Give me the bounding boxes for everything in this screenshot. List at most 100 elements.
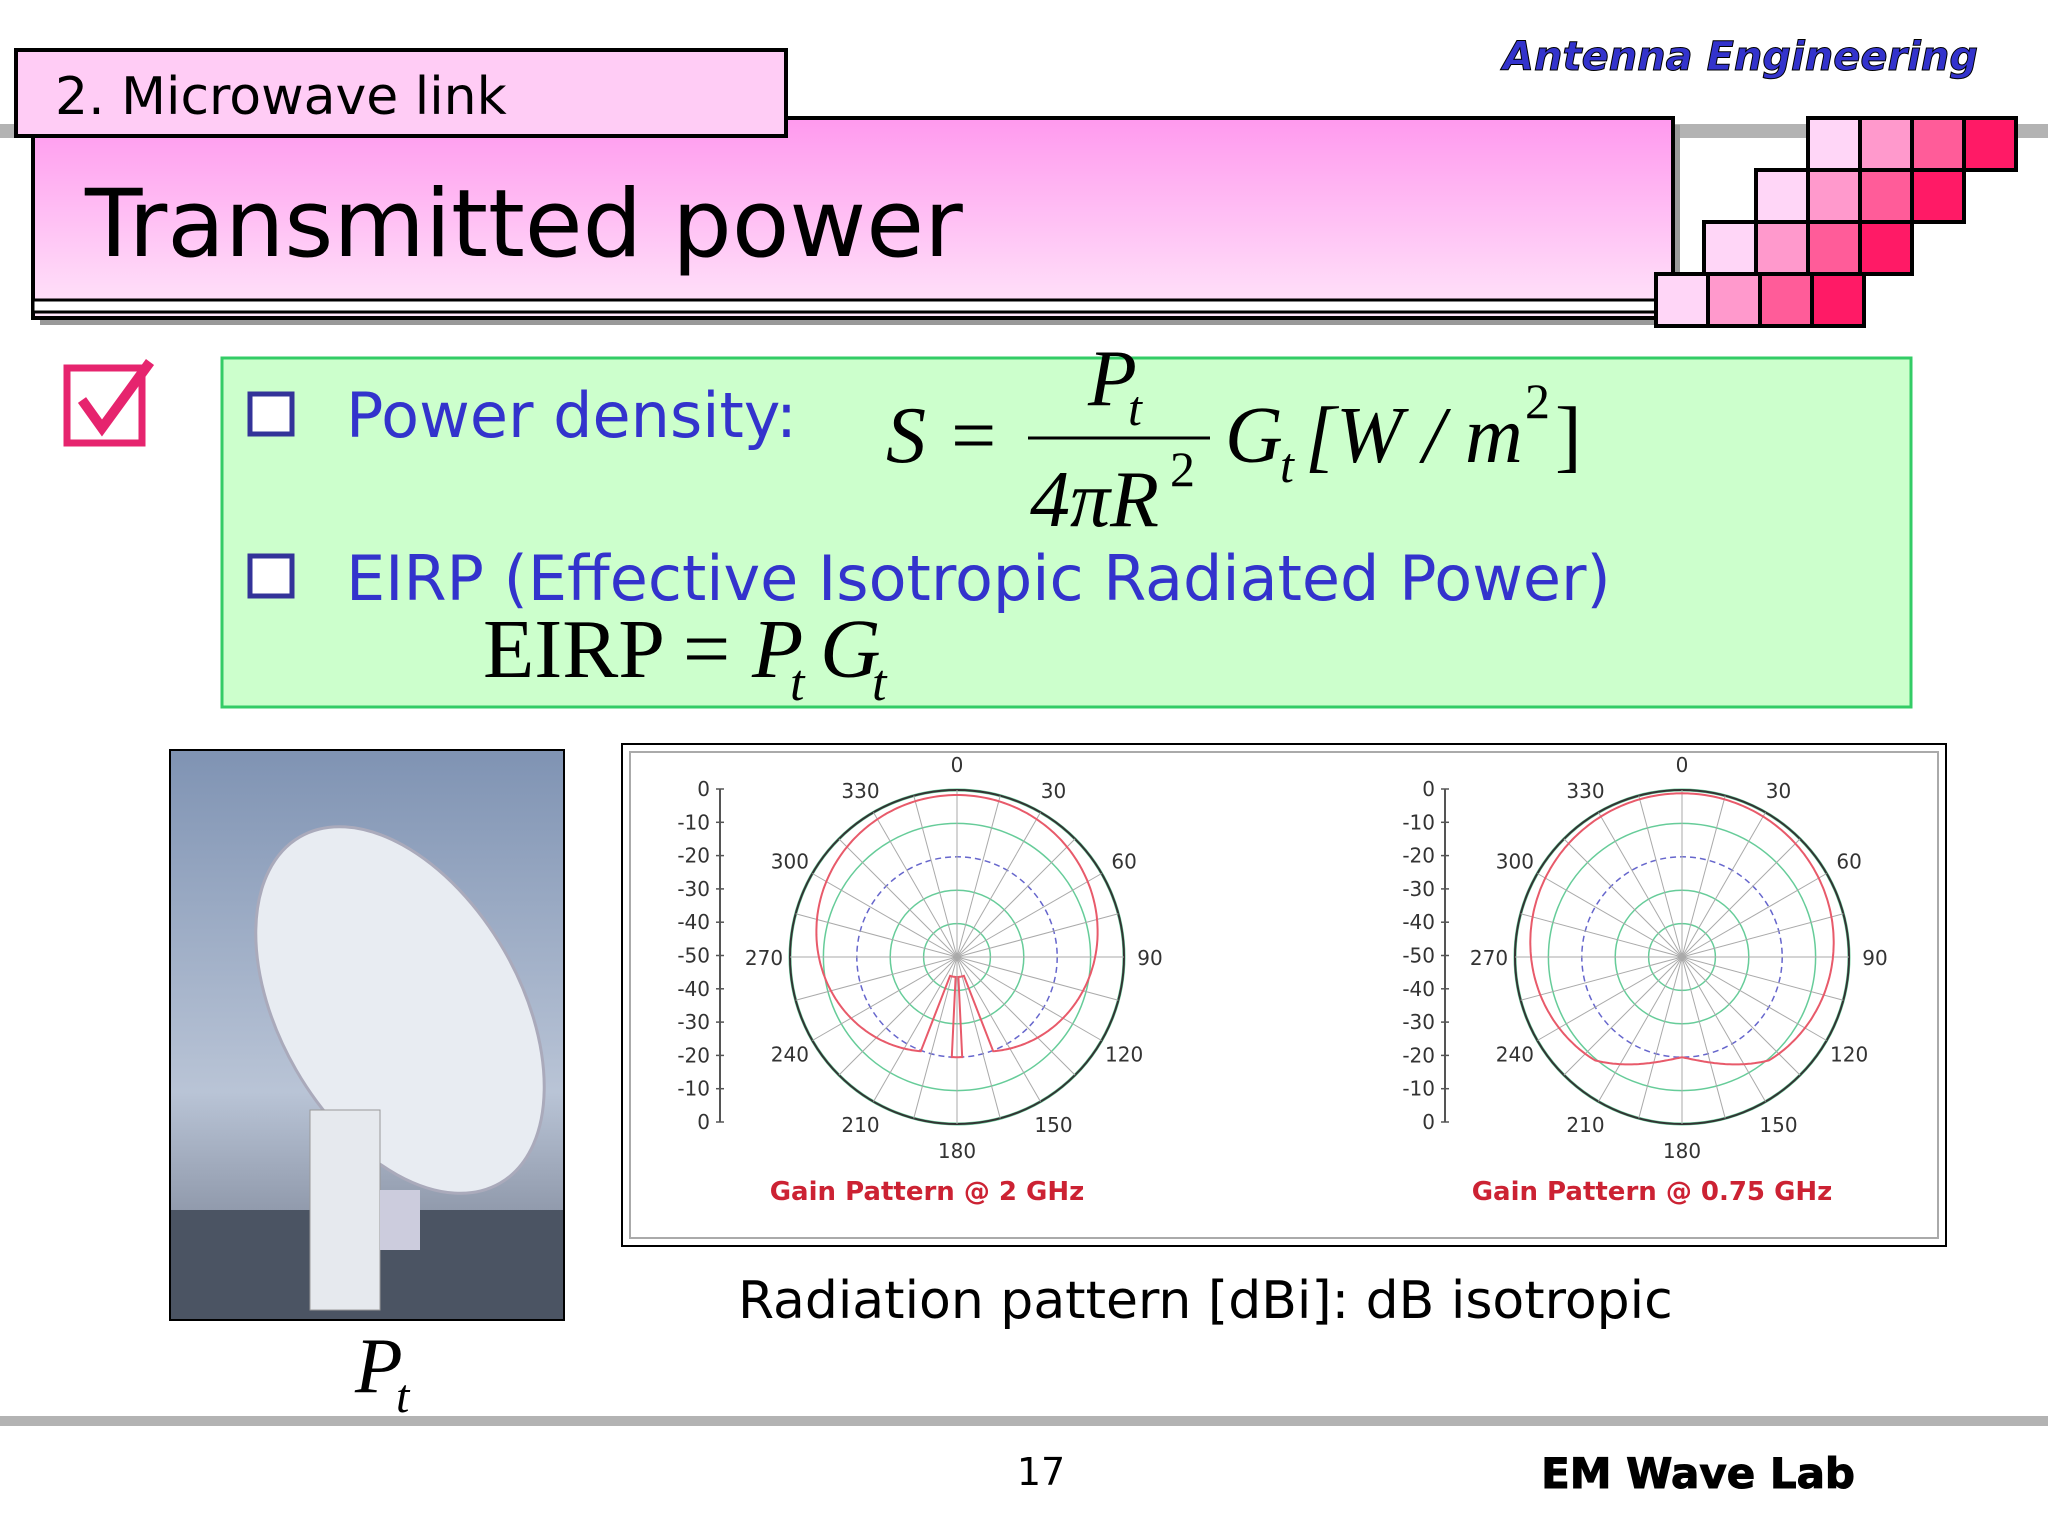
scale-label: -40 <box>1402 977 1435 1001</box>
polar-spoke <box>795 956 958 1001</box>
scale-label: 0 <box>697 1110 710 1134</box>
scale-label: -10 <box>677 810 710 834</box>
page-number: 17 <box>1017 1450 1065 1494</box>
polar-spoke <box>1681 913 1844 958</box>
slide-title: Transmitted power <box>84 170 963 279</box>
formula-part: 2 <box>1525 373 1550 429</box>
polar-spoke <box>1563 956 1683 1076</box>
formula-part: t <box>1280 437 1295 493</box>
scale-label: -20 <box>677 1043 710 1067</box>
pedestal <box>309 1109 381 1311</box>
angle-label: 330 <box>1566 779 1604 803</box>
brand: Antenna Engineering <box>1500 34 1978 80</box>
pattern-frame-inner <box>629 751 1939 1239</box>
scale-label: -10 <box>1402 810 1435 834</box>
pattern-note: Radiation pattern [dBi]: dB isotropic <box>738 1271 1673 1331</box>
polar-spoke <box>956 956 1119 1001</box>
polar-spoke <box>956 956 1041 1102</box>
square <box>1858 220 1914 276</box>
polar-spoke <box>1681 873 1827 958</box>
angle-label: 240 <box>771 1043 809 1067</box>
scale-label: -40 <box>1402 910 1435 934</box>
angle-label: 0 <box>1676 753 1689 777</box>
square <box>1754 168 1810 224</box>
polar-spoke <box>1598 812 1683 958</box>
pattern-caption: Gain Pattern @ 2 GHz <box>770 1177 1085 1207</box>
polar-spoke <box>873 956 958 1102</box>
section-tab <box>14 48 788 138</box>
angle-label: 270 <box>745 946 783 970</box>
scale-label: -30 <box>1402 1010 1435 1034</box>
polar-spoke <box>913 956 958 1119</box>
section-label: 2. Microwave link <box>55 67 507 127</box>
formula-part: t <box>790 655 806 712</box>
formula-part: S = <box>886 392 1000 480</box>
polar-spoke <box>956 838 1076 958</box>
polar-spoke <box>1681 838 1801 958</box>
polar-spoke <box>1537 873 1683 958</box>
polar-spoke <box>956 956 1102 1041</box>
scale-label: -10 <box>1402 1077 1435 1101</box>
formula-part: 2 <box>1170 441 1195 497</box>
scale-label: -50 <box>1402 944 1435 968</box>
square <box>1806 220 1862 276</box>
angle-label: 60 <box>1836 850 1861 874</box>
scale-label: -20 <box>677 844 710 868</box>
polar-spoke <box>812 873 958 958</box>
angle-label: 150 <box>1759 1113 1797 1137</box>
square <box>1962 116 2018 172</box>
square <box>1806 116 1862 172</box>
check-box <box>63 364 146 447</box>
scale-label: -20 <box>1402 844 1435 868</box>
formula-part: P <box>751 603 803 696</box>
polar-spoke <box>956 795 1001 958</box>
polar-spoke <box>1598 956 1683 1102</box>
polar-spoke <box>1638 795 1683 958</box>
polar-plot: 0 30 60 90 120 150 180 210 240 270 300 330 0 -10 -20 -3… <box>677 753 1162 1207</box>
polar-spoke <box>1520 913 1683 958</box>
polar-spoke <box>1681 956 1801 1076</box>
angle-label: 300 <box>1496 850 1534 874</box>
angle-label: 120 <box>1830 1043 1868 1067</box>
scale-label: -40 <box>677 910 710 934</box>
pattern-frame <box>621 743 1947 1247</box>
formula-part: P <box>1087 335 1137 423</box>
bullet-text: Power density: <box>346 379 797 452</box>
check-mark <box>77 359 155 437</box>
polar-spoke <box>956 812 1041 958</box>
angle-label: 210 <box>841 1113 879 1137</box>
polar-spoke <box>956 913 1119 958</box>
polar-spoke <box>838 838 958 958</box>
polar-plots: 03060901201501802102402703003300-10-20-3… <box>677 753 1887 1207</box>
square-decoration <box>1654 116 2018 328</box>
angle-label: 300 <box>771 850 809 874</box>
footer-rule <box>0 1416 2048 1426</box>
polar-spoke <box>1681 812 1766 958</box>
square <box>1910 168 1966 224</box>
angle-label: 180 <box>1663 1139 1701 1163</box>
polar-spoke <box>795 913 958 958</box>
polar-spoke <box>873 812 958 958</box>
photo-label: P <box>354 1322 403 1409</box>
square <box>1706 272 1762 328</box>
angle-label: 330 <box>841 779 879 803</box>
angle-label: 90 <box>1137 946 1162 970</box>
square <box>1858 116 1914 172</box>
angle-label: 0 <box>951 753 964 777</box>
gain-curve <box>1529 792 1835 1066</box>
square <box>1858 168 1914 224</box>
square <box>1806 168 1862 224</box>
angle-label: 120 <box>1105 1043 1143 1067</box>
formula-part: G <box>820 603 881 696</box>
formula-part: G <box>1225 392 1283 480</box>
angle-label: 60 <box>1111 850 1136 874</box>
polar-spoke <box>1681 956 1844 1001</box>
scale-label: -20 <box>1402 1043 1435 1067</box>
polar-spoke <box>956 956 1001 1119</box>
footer-lab: EM Wave Lab <box>1541 1449 1855 1498</box>
angle-label: 270 <box>1470 946 1508 970</box>
square <box>1754 220 1810 276</box>
photo-label-sub: t <box>396 1370 411 1423</box>
formula-part: ] <box>1555 392 1582 480</box>
polar-spoke <box>956 873 1102 958</box>
